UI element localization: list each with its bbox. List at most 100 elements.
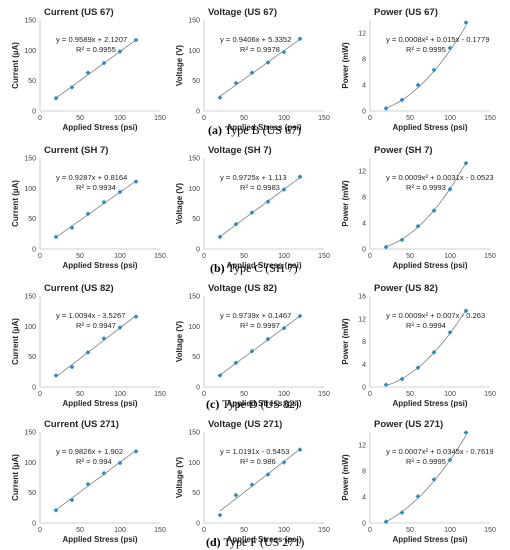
chart-8: Voltage (US 82) 0 50 100 150 0 50 100 150 Applied… [175, 283, 330, 408]
x-tick-label: 50 [76, 253, 84, 260]
data-point [447, 457, 453, 463]
trendline-equation: y = 0.0009x² + 0.0031x - 0.0523 [386, 173, 494, 182]
data-point [399, 237, 405, 243]
x-tick-label: 0 [202, 391, 206, 398]
data-point [217, 512, 223, 518]
y-tick-label: 100 [188, 186, 200, 193]
trendline [55, 39, 137, 99]
y-tick-label: 50 [28, 490, 36, 497]
chart-title: Current (US 271) [44, 419, 119, 430]
x-tick-label: 150 [318, 115, 330, 122]
x-axis-label: Applied Stress (psi) [226, 261, 301, 270]
trendline-equation: y = 0.9725x + 1.113 [220, 173, 287, 182]
y-tick-label: 8 [362, 339, 366, 346]
trendline-equation: y = 0.9406x + 5.3352 [220, 35, 291, 44]
x-tick-label: 100 [278, 253, 290, 260]
chart-title: Power (US 67) [374, 7, 438, 18]
trendline [385, 25, 467, 109]
x-tick-label: 100 [278, 115, 290, 122]
x-tick-label: 0 [38, 253, 42, 260]
y-tick-label: 0 [196, 521, 200, 528]
x-tick-label: 50 [406, 391, 414, 398]
data-point [249, 348, 255, 354]
data-point [297, 447, 303, 452]
chart-12: Power (US 271) 0 50 100 150 0 4 8 12 Applied Stre… [206, 419, 496, 549]
data-point [85, 481, 91, 487]
data-point [117, 325, 123, 330]
y-tick-label: 12 [358, 31, 366, 38]
y-axis-label: Current (µA) [11, 318, 20, 365]
trendline-equation: y = 0.0008x² + 0.015x - 0.1779 [386, 35, 489, 44]
data-point [101, 199, 107, 205]
r-squared: R² = 0.9947 [76, 321, 116, 330]
y-tick-label: 4 [362, 83, 366, 90]
x-tick-label: 0 [368, 527, 372, 534]
x-tick-label: 50 [240, 253, 248, 260]
data-point [233, 360, 239, 366]
trendline-equation: y = 0.0009x² + 0.007x - 0.263 [386, 311, 485, 320]
y-tick-label: 150 [24, 18, 36, 25]
y-tick-label: 0 [32, 109, 36, 116]
r-squared: R² = 0.9993 [406, 183, 446, 192]
chart-title: Current (US 82) [44, 283, 114, 294]
x-tick-label: 50 [240, 391, 248, 398]
data-point [53, 373, 59, 378]
y-tick-label: 0 [32, 385, 36, 392]
y-axis-label: Current (µA) [11, 180, 20, 227]
x-axis-label: Applied Stress (psi) [392, 535, 467, 544]
chart-title: Voltage (US 271) [208, 419, 282, 430]
data-point [265, 472, 271, 477]
x-tick-label: 150 [318, 391, 330, 398]
chart-10: Current (US 271) 0 50 100 150 0 50 100 150 Applie… [11, 419, 166, 544]
trendline [385, 309, 467, 387]
trendline-equation: y = 1.0191x - 0.5453 [220, 447, 289, 456]
data-point [399, 510, 405, 515]
x-tick-label: 100 [114, 253, 126, 260]
trendline [219, 315, 301, 376]
y-tick-label: 150 [188, 430, 200, 437]
x-axis-label: Applied Stress (psi) [392, 123, 467, 132]
caption-label: (a) [208, 123, 222, 137]
y-tick-label: 150 [24, 294, 36, 301]
data-point [69, 497, 75, 503]
trendline [55, 315, 137, 378]
x-tick-label: 150 [154, 115, 166, 122]
x-tick-label: 150 [318, 253, 330, 260]
data-point [69, 364, 75, 370]
x-tick-label: 150 [484, 391, 496, 398]
y-tick-label: 0 [32, 521, 36, 528]
x-axis-label: Applied Stress (psi) [226, 399, 301, 408]
data-point [281, 49, 287, 55]
y-tick-label: 50 [28, 78, 36, 85]
data-point [69, 84, 75, 90]
x-tick-label: 0 [38, 391, 42, 398]
y-tick-label: 0 [196, 247, 200, 254]
y-tick-label: 0 [362, 109, 366, 116]
y-tick-label: 100 [24, 48, 36, 55]
y-axis-label: Current (µA) [11, 454, 20, 501]
chart-title: Power (US 82) [374, 283, 438, 294]
x-tick-label: 0 [368, 115, 372, 122]
chart-title: Current (US 67) [44, 7, 114, 18]
y-tick-label: 0 [362, 521, 366, 528]
y-tick-label: 0 [362, 385, 366, 392]
chart-11: Voltage (US 271) 0 50 100 150 0 50 100 150 Applie… [175, 419, 330, 544]
y-tick-label: 12 [358, 443, 366, 450]
trendline-equation: y = 0.9287x + 0.8164 [56, 173, 127, 182]
x-tick-label: 50 [406, 527, 414, 534]
x-tick-label: 50 [76, 115, 84, 122]
y-tick-label: 50 [192, 354, 200, 361]
data-point [447, 330, 453, 335]
chart-title: Power (US 271) [374, 419, 443, 430]
data-point [265, 199, 271, 205]
data-point [85, 350, 91, 355]
data-point [249, 70, 255, 76]
chart-title: Current (SH 7) [44, 145, 108, 156]
data-point [101, 470, 107, 476]
caption-text: Type D (US 82) [219, 397, 299, 411]
r-squared: R² = 0.9997 [240, 321, 280, 330]
chart-5: Voltage (SH 7) 0 50 100 150 0 50 100 150 Applied … [175, 145, 330, 270]
y-tick-label: 4 [362, 221, 366, 228]
caption: (a) Type B (US 67) [208, 123, 301, 137]
x-tick-label: 150 [154, 253, 166, 260]
